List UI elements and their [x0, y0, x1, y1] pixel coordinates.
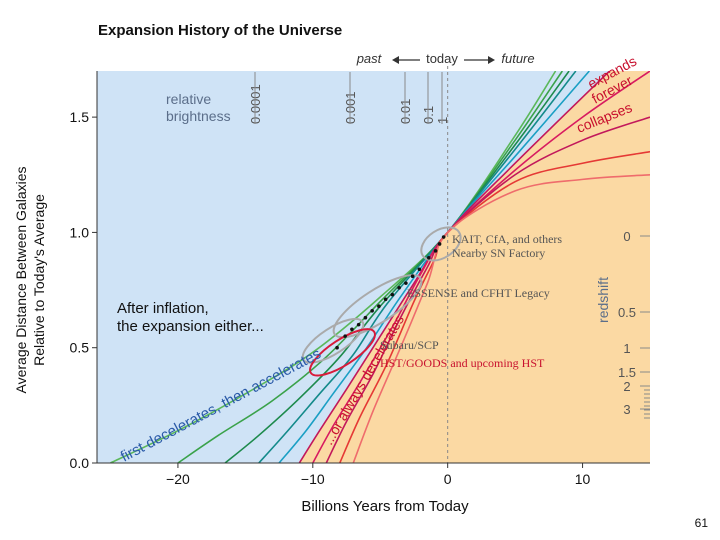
supernova-point — [390, 292, 395, 297]
brightness-label-line2: brightness — [166, 108, 231, 124]
supernova-point — [427, 255, 431, 260]
y-tick-label: 1.0 — [70, 224, 90, 240]
supernova-point — [397, 285, 401, 290]
chart-title: Expansion History of the Universe — [98, 22, 342, 39]
supernova-point — [433, 249, 438, 253]
redshift-tick-label: 2 — [623, 379, 630, 394]
time-past-label: past — [356, 51, 383, 66]
redshift-scale: 0 0.5 1 1.52 3 — [618, 229, 650, 419]
series-line-4 — [258, 71, 577, 463]
supernova-points — [335, 235, 446, 350]
essence-label: ESSENSE and CFHT Legacy — [407, 286, 550, 300]
redshift-tick-label: 1.5 — [618, 365, 636, 380]
series-line-10 — [352, 173, 650, 463]
supernova-point — [356, 322, 361, 327]
redshift-label: redshift — [595, 277, 611, 323]
y-axis-label-line1: Average Distance Between Galaxies — [13, 167, 29, 394]
time-today-label: today — [426, 51, 458, 66]
time-future-label: future — [501, 51, 534, 66]
series-line-8 — [325, 116, 650, 463]
after-inflation-line2: the expansion either... — [117, 318, 264, 335]
redshift-tick-label: 1 — [623, 341, 630, 356]
hst-ellipse — [309, 328, 376, 377]
redshift-tick-label: 0.5 — [618, 305, 636, 320]
x-tick-label: 0 — [444, 471, 452, 487]
nearby-label: Nearby SN Factory — [452, 246, 545, 260]
supernova-point — [437, 242, 442, 246]
x-axis-label: Billions Years from Today — [301, 498, 469, 515]
x-tick-label: −20 — [166, 471, 190, 487]
y-tick-label: 0.5 — [70, 340, 90, 356]
supernova-point — [441, 235, 446, 239]
supernova-point — [417, 267, 422, 272]
supernova-point — [404, 281, 408, 285]
time-arrow: past today future — [356, 51, 535, 66]
x-ticks: −20 −10 0 10 — [166, 463, 591, 487]
supernova-point — [377, 304, 381, 309]
hst-label: HST/GOODS and upcoming HST — [380, 356, 545, 370]
series-line-7 — [312, 71, 650, 463]
supernova-point — [343, 334, 347, 338]
series-line-3 — [224, 71, 570, 463]
page-number: 61 — [694, 516, 708, 530]
past-arrow-head — [392, 56, 399, 64]
series-line-6 — [298, 71, 611, 463]
essence-ellipse — [332, 274, 423, 339]
brightness-label-line1: relative — [166, 91, 211, 107]
supernova-point — [335, 345, 339, 350]
after-inflation-line1: After inflation, — [117, 300, 209, 317]
supernova-point — [363, 315, 368, 320]
supernova-point — [383, 297, 388, 302]
redshift-tick-label: 3 — [623, 402, 630, 417]
model-curves — [110, 71, 650, 463]
y-ticks: 0.0 0.5 1.0 1.5 — [70, 109, 97, 471]
subaru-label: Subaru/SCP — [380, 338, 439, 352]
subaru-ellipse — [301, 317, 365, 364]
redshift-tick-label: 0 — [623, 229, 630, 244]
x-tick-label: 10 — [575, 471, 591, 487]
series-line-1 — [110, 71, 557, 463]
series-line-5 — [278, 71, 590, 463]
y-tick-label: 0.0 — [70, 455, 90, 471]
supernova-point — [410, 274, 415, 279]
supernova-point — [350, 327, 354, 332]
y-tick-label: 1.5 — [70, 109, 90, 125]
kait-label: KAIT, CfA, and others — [452, 232, 562, 246]
y-axis-label-line2: Relative to Today's Average — [31, 194, 47, 366]
survey-ellipses — [301, 226, 462, 377]
x-tick-label: −10 — [301, 471, 325, 487]
future-arrow-head — [488, 56, 495, 64]
kait-ellipse — [420, 226, 462, 262]
supernova-point — [370, 309, 374, 313]
series-line-2 — [177, 71, 563, 463]
